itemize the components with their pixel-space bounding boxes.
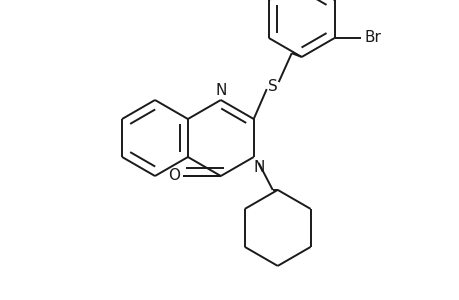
- Text: Br: Br: [364, 31, 381, 46]
- Text: N: N: [215, 82, 226, 98]
- Text: O: O: [168, 169, 180, 184]
- Text: S: S: [267, 79, 277, 94]
- Text: N: N: [252, 160, 264, 175]
